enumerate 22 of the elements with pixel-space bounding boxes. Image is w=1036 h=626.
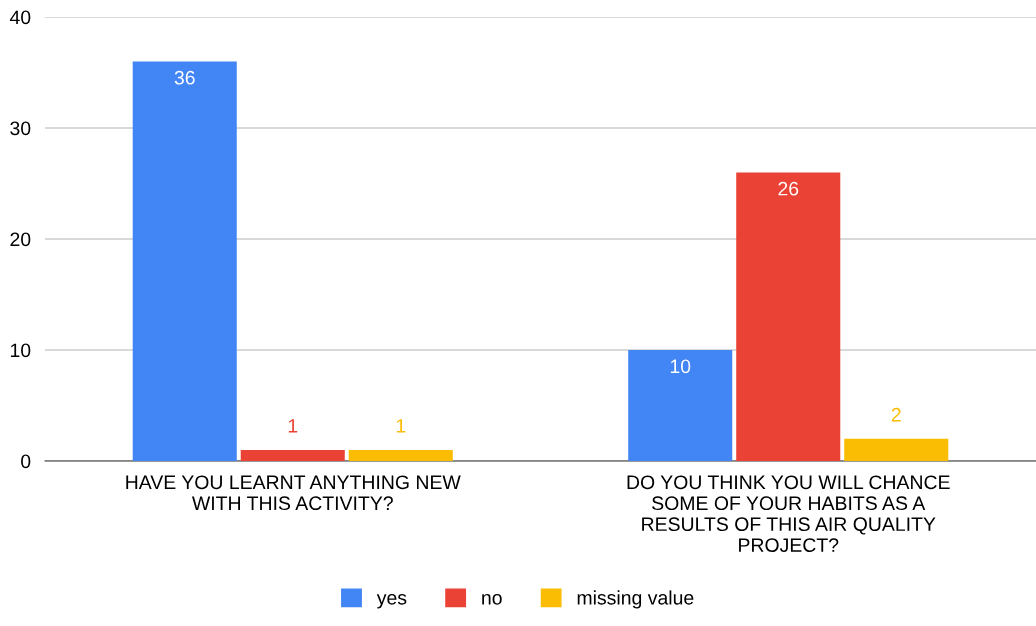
- x-tick-label: DO YOU THINK YOU WILL CHANCE SOME OF YOUR HABITS AS A RESULTS OF THIS AIR QUALITY PROJECT?: [627, 475, 950, 552]
- bar: [628, 350, 733, 461]
- data-label: 10: [670, 359, 691, 374]
- bar: [240, 449, 345, 461]
- bar: [844, 438, 949, 461]
- legend-label: missing value: [577, 590, 694, 609]
- y-tick-label: 10: [10, 343, 31, 358]
- data-label: 1: [396, 419, 406, 433]
- legend-label: yes: [376, 594, 407, 609]
- data-label: 36: [174, 70, 195, 85]
- y-tick-label: 40: [9, 10, 31, 25]
- bar: [736, 172, 841, 461]
- y-tick-label: 30: [10, 121, 31, 136]
- data-label: 2: [891, 407, 901, 422]
- data-label: 1: [288, 419, 298, 433]
- data-label: 26: [778, 181, 799, 196]
- bar: [348, 449, 453, 461]
- legend-label: no: [482, 594, 502, 605]
- x-tick-label: HAVE YOU LEARNT ANYTHING NEW WITH THIS ACTIVITY?: [126, 475, 461, 511]
- y-tick-label: 0: [21, 454, 31, 469]
- y-tick-label: 20: [10, 232, 31, 247]
- bar: [132, 61, 237, 461]
